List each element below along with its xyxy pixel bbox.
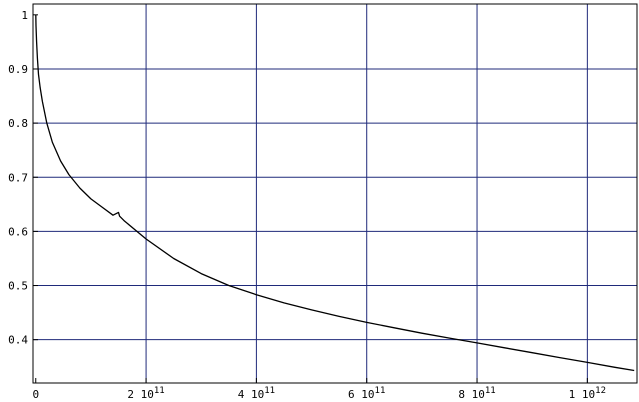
y-axis-ticks: 0.4 0.5 0.6 0.7 0.8 0.9 1 xyxy=(8,9,38,347)
x-tick-label: 6 1011 xyxy=(348,386,385,401)
horizontal-gridlines xyxy=(33,68,637,341)
x-tick-label: 1 1012 xyxy=(569,386,606,401)
x-tick-label-base: 0 xyxy=(32,388,39,401)
y-tick-label: 0.7 xyxy=(8,171,28,184)
y-tick-label: 0.5 xyxy=(8,280,28,293)
x-tick-label: 8 1011 xyxy=(458,386,495,401)
x-tick-label: 4 1011 xyxy=(238,386,275,401)
x-tick-label: 0 xyxy=(32,388,39,401)
x-tick-label-base: 6 10 xyxy=(348,388,375,401)
y-tick-label: 0.6 xyxy=(8,225,28,238)
y-tick-label: 0.9 xyxy=(8,63,28,76)
series-group xyxy=(35,14,635,372)
plot-frame xyxy=(32,3,638,384)
y-tick-label: 0.4 xyxy=(8,334,28,347)
x-tick-label-base: 8 10 xyxy=(458,388,485,401)
x-tick-label: 2 1011 xyxy=(127,386,164,401)
y-tick-label: 1 xyxy=(21,9,28,22)
x-tick-label-base: 4 10 xyxy=(238,388,265,401)
series-line xyxy=(35,14,635,372)
x-tick-label-exponent: 11 xyxy=(264,386,275,396)
y-tick-label: 0.8 xyxy=(8,117,28,130)
x-tick-label-exponent: 12 xyxy=(595,386,606,396)
x-tick-label-base: 2 10 xyxy=(127,388,154,401)
x-tick-label-exponent: 11 xyxy=(375,386,386,396)
x-tick-label-exponent: 11 xyxy=(485,386,496,396)
vertical-gridlines xyxy=(145,4,588,383)
x-tick-label-exponent: 11 xyxy=(154,386,165,396)
x-tick-label-base: 1 10 xyxy=(569,388,596,401)
